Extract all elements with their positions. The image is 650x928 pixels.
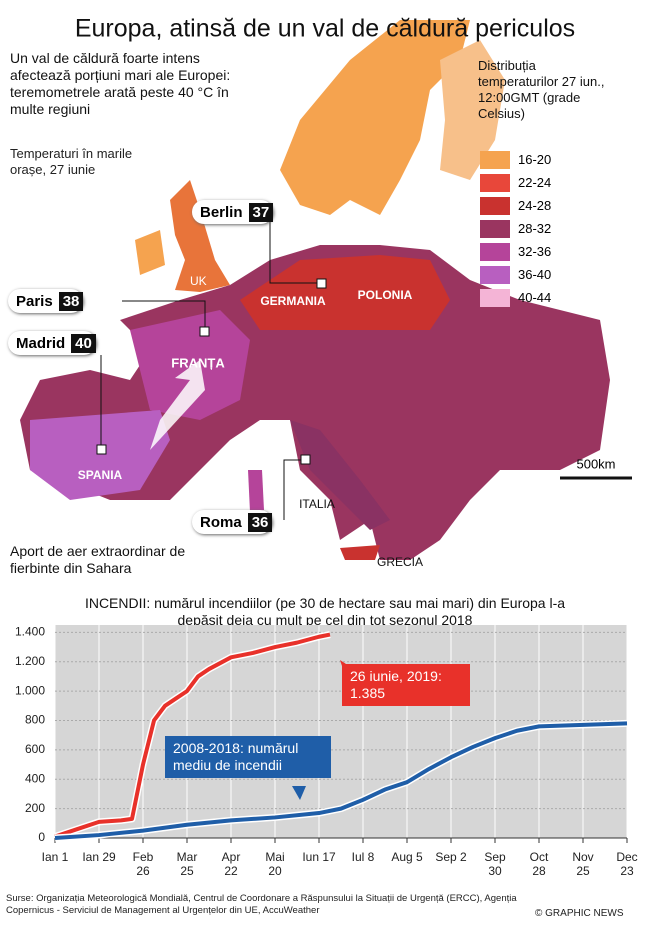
- legend-swatch: [480, 173, 510, 192]
- legend-swatch: [480, 265, 510, 284]
- legend-item: 28-32: [480, 217, 551, 240]
- ireland: [135, 230, 165, 275]
- x-tick-label: Aug 5: [391, 850, 423, 864]
- legend-item: 36-40: [480, 263, 551, 286]
- x-tick-label: Sep 30: [484, 850, 506, 878]
- legend-swatch: [480, 288, 510, 307]
- intro: Un val de căldură foarte intens afecteaz…: [10, 50, 231, 117]
- legend-swatch: [480, 150, 510, 169]
- title: Europa, atinsă de un val de căldură peri…: [75, 15, 575, 43]
- x-tick-label: Iun 17: [302, 850, 336, 864]
- legend-label: 32-36: [518, 244, 552, 259]
- country-label: GERMANIA: [260, 294, 326, 308]
- y-tick-label: 0: [38, 830, 45, 844]
- cities-caption: Temperaturi în marile orașe, 27 iunie: [10, 146, 133, 177]
- city-name: Paris: [16, 292, 53, 310]
- y-tick-label: 400: [25, 771, 45, 785]
- annotation-pointer: [292, 786, 306, 800]
- x-tick-label: Sep 2: [435, 850, 467, 864]
- plot-area: [55, 625, 627, 838]
- legend-item: 22-24: [480, 171, 551, 194]
- legend-label: 28-32: [518, 221, 552, 236]
- legend-swatch: [480, 242, 510, 261]
- x-tick-label: Feb 26: [132, 850, 154, 878]
- y-tick-label: 1.400: [15, 625, 45, 639]
- legend-item: 24-28: [480, 194, 551, 217]
- x-tick-label: Iul 8: [351, 850, 375, 864]
- legend-label: 16-20: [518, 152, 552, 167]
- city-marker: [96, 444, 107, 455]
- x-tick-label: Oct 28: [529, 850, 549, 878]
- chart-title: INCENDII: numărul incendiilor (pe 30 de …: [84, 595, 566, 628]
- city-label: Madrid 40: [8, 331, 96, 355]
- country-label: ITALIA: [299, 497, 335, 511]
- city-marker: [316, 278, 327, 289]
- spain: [30, 410, 170, 500]
- legend-item: 40-44: [480, 286, 551, 309]
- country-label: POLONIA: [358, 288, 413, 302]
- city-temp: 40: [71, 333, 96, 353]
- sahara-arrow: [150, 360, 205, 450]
- sahara-note: Aport de aer extraordinar de fierbinte d…: [10, 543, 186, 576]
- leader-lines: [100, 215, 317, 520]
- legend-item: 16-20: [480, 148, 551, 171]
- country-label: UK: [190, 274, 207, 288]
- city-temp: 37: [248, 202, 274, 222]
- annotation: 2008-2018: numărul mediu de incendii: [165, 736, 331, 778]
- city-name: Madrid: [16, 334, 66, 352]
- x-tick-label: Mai 20: [265, 850, 285, 878]
- city-label: Berlin 37: [192, 200, 274, 224]
- x-tick-label: Mar 25: [176, 850, 198, 878]
- uk: [170, 180, 230, 292]
- country-label: SPANIA: [78, 468, 123, 482]
- x-tick-label: Ian 29: [82, 850, 116, 864]
- y-tick-label: 600: [25, 742, 45, 756]
- sicily: [340, 545, 380, 560]
- y-tick-label: 800: [25, 713, 45, 727]
- source: Surse: Organizația Meteorologică Mondial…: [6, 893, 517, 916]
- finland: [440, 40, 505, 180]
- sardinia: [248, 470, 264, 512]
- x-tick-label: Apr 22: [221, 850, 241, 878]
- city-name: Berlin: [200, 203, 243, 221]
- y-tick-label: 1.000: [15, 683, 45, 697]
- country-label: FRANȚA: [171, 355, 225, 370]
- legend-label: 24-28: [518, 198, 552, 213]
- legend: 16-20 22-24 24-28 28-32 32-36 36-40 40-44: [480, 148, 551, 309]
- x-tick-label: Ian 1: [41, 850, 69, 864]
- x-tick-label: Nov 25: [572, 850, 594, 878]
- legend-swatch: [480, 196, 510, 215]
- legend-label: 36-40: [518, 267, 552, 282]
- line-series: [54, 719, 628, 842]
- city-label: Paris 38: [8, 289, 84, 313]
- italy: [290, 420, 390, 530]
- scandinavia: [280, 20, 470, 215]
- line-series: [54, 721, 628, 840]
- credit: © GRAPHIC NEWS: [535, 908, 624, 919]
- france: [130, 310, 250, 420]
- central-europe: [240, 255, 450, 330]
- city-label: Roma 36: [192, 510, 273, 534]
- legend-label: 40-44: [518, 290, 552, 305]
- map: 500km Europa, atinsă de un val de căldur…: [20, 14, 632, 570]
- city-temp: 38: [58, 291, 84, 311]
- annotation: 26 iunie, 2019: 1.385: [342, 664, 470, 706]
- legend-item: 32-36: [480, 240, 551, 263]
- city-marker: [300, 454, 311, 465]
- country-label: GRECIA: [377, 555, 423, 569]
- y-tick-label: 1.200: [15, 654, 45, 668]
- legend-label: 22-24: [518, 175, 552, 190]
- city-temp: 36: [247, 512, 273, 532]
- city-marker: [199, 326, 210, 337]
- y-tick-label: 200: [25, 801, 45, 815]
- x-tick-label: Dec 23: [616, 850, 638, 878]
- legend-swatch: [480, 219, 510, 238]
- legend-title: Distribuția temperaturilor 27 iun., 12:0…: [478, 58, 605, 121]
- scale-label: 500km: [576, 456, 615, 471]
- city-name: Roma: [200, 513, 242, 531]
